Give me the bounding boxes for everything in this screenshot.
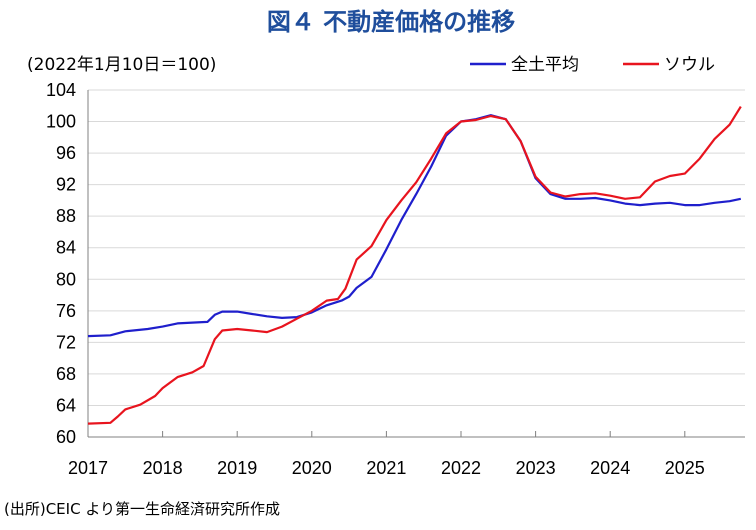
y-tick-label: 96 bbox=[56, 143, 76, 163]
y-tick-label: 68 bbox=[56, 364, 76, 384]
x-tick-label: 2024 bbox=[590, 458, 630, 478]
chart-title: 図４ 不動産価格の推移 bbox=[267, 8, 515, 36]
y-tick-label: 64 bbox=[56, 395, 76, 415]
y-tick-label: 100 bbox=[46, 112, 76, 132]
y-tick-label: 80 bbox=[56, 269, 76, 289]
x-tick-label: 2020 bbox=[292, 458, 332, 478]
x-tick-label: 2021 bbox=[366, 458, 406, 478]
source-note: (出所)CEIC より第一生命経済研究所作成 bbox=[4, 500, 280, 518]
legend-label-seoul: ソウル bbox=[664, 55, 715, 75]
gridlines bbox=[88, 89, 745, 438]
series-lines bbox=[87, 106, 742, 425]
x-tick-label: 2018 bbox=[143, 458, 183, 478]
x-tick-label: 2022 bbox=[441, 458, 481, 478]
series-line-national bbox=[87, 114, 742, 338]
x-tick-label: 2025 bbox=[665, 458, 705, 478]
y-tick-label: 60 bbox=[56, 427, 76, 447]
x-tick-label: 2019 bbox=[217, 458, 257, 478]
y-tick-label: 104 bbox=[46, 80, 76, 100]
legend: 全土平均 ソウル bbox=[470, 55, 715, 75]
y-tick-label: 84 bbox=[56, 238, 76, 258]
y-axis-ticks: 60 64 68 72 76 80 84 88 92 96 100 104 bbox=[46, 80, 76, 447]
x-tick-label: 2023 bbox=[516, 458, 556, 478]
y-tick-label: 72 bbox=[56, 332, 76, 352]
y-tick-label: 88 bbox=[56, 206, 76, 226]
legend-label-national: 全土平均 bbox=[511, 55, 579, 75]
series-line-seoul bbox=[87, 106, 742, 425]
y-unit-label: (2022年1月10日＝100) bbox=[27, 55, 216, 75]
x-tick-label: 2017 bbox=[68, 458, 108, 478]
y-tick-label: 76 bbox=[56, 301, 76, 321]
y-tick-label: 92 bbox=[56, 175, 76, 195]
x-axis-ticks: 2017 2018 2019 2020 2021 2022 2023 2024 2025 bbox=[68, 431, 745, 478]
